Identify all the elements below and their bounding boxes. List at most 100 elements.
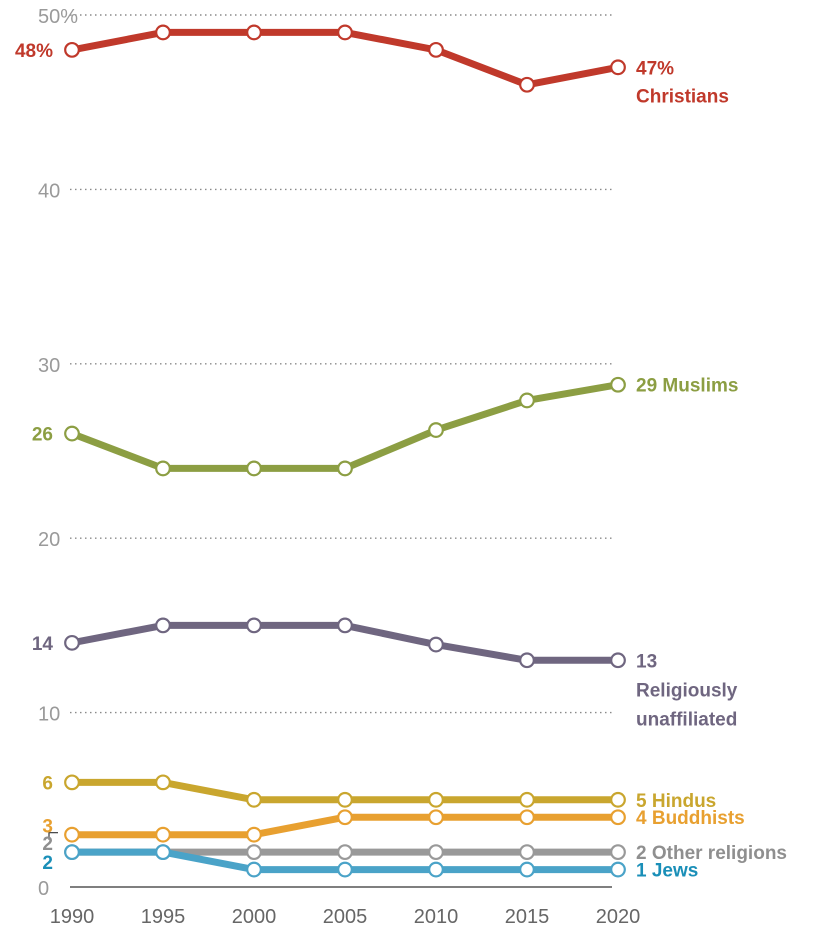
- data-point-christians-1995: [155, 24, 171, 41]
- data-point-hindus-2000: [246, 791, 262, 808]
- x-tick-label-1995: 1995: [141, 906, 186, 926]
- y-tick-label-40: 40: [38, 180, 60, 202]
- y-tick-label-10: 10: [38, 704, 60, 726]
- data-point-buddhists-2010: [428, 809, 444, 826]
- series-muslims: [64, 376, 626, 477]
- data-point-jews-2010: [428, 861, 444, 878]
- x-tick-label-2020: 2020: [596, 906, 641, 926]
- end-value-label-christians: 47%: [636, 58, 674, 79]
- end-value-label-hindus: 5: [636, 791, 652, 812]
- end-name-label-jews: Jews: [652, 861, 698, 882]
- end-label-hindus: 5 Hindus: [636, 791, 716, 812]
- data-point-muslims-2015: [519, 392, 535, 409]
- data-point-religiously-unaffiliated-2000: [246, 617, 262, 634]
- series-hindus: [64, 774, 626, 808]
- data-point-other-religions-2005: [337, 844, 353, 861]
- series-line-muslims: [68, 381, 622, 472]
- end-label-other-religions: 2 Other religions: [636, 843, 787, 864]
- series-religiously-unaffiliated: [64, 617, 626, 669]
- x-tick-label-2005: 2005: [323, 906, 368, 926]
- data-point-jews-1995: [155, 844, 171, 861]
- data-point-muslims-2005: [337, 460, 353, 477]
- x-tick-label-2015: 2015: [505, 906, 550, 926]
- start-label-hindus: 6: [42, 773, 53, 794]
- end-name-label-hindus: Hindus: [652, 791, 716, 812]
- data-point-muslims-2010: [428, 422, 444, 438]
- data-point-buddhists-1995: [155, 826, 171, 843]
- data-point-jews-1990: [64, 844, 80, 861]
- end-value-label-jews: 1: [636, 861, 652, 882]
- data-point-religiously-unaffiliated-2010: [428, 636, 444, 653]
- other-religions-label-leader: [48, 832, 58, 840]
- x-tick-label-2000: 2000: [232, 906, 277, 926]
- data-point-hindus-1995: [155, 774, 171, 791]
- end-value-label-other-religions: 2: [636, 843, 652, 864]
- end-name-label-religiously-unaffiliated: Religiously: [636, 680, 738, 701]
- series-buddhists: [64, 809, 626, 843]
- data-point-christians-2000: [246, 24, 262, 41]
- y-tick-label-30: 30: [38, 355, 60, 377]
- data-point-hindus-1990: [64, 774, 80, 791]
- end-label-muslims: 29 Muslims: [636, 376, 738, 397]
- series-jews: [64, 844, 626, 878]
- data-point-religiously-unaffiliated-2005: [337, 617, 353, 634]
- start-label-muslims: 26: [32, 425, 53, 446]
- data-point-hindus-2020: [610, 791, 626, 808]
- gridlines: [70, 14, 612, 714]
- data-point-other-religions-2000: [246, 844, 262, 861]
- data-point-muslims-2000: [246, 460, 262, 477]
- end-name-label-christians: Christians: [636, 86, 729, 107]
- data-point-other-religions-2015: [519, 844, 535, 861]
- y-axis-tick-labels: 0 10 20 30 40 50%: [38, 6, 78, 900]
- series-lines: [64, 24, 626, 878]
- start-label-religiously-unaffiliated: 14: [32, 634, 54, 655]
- data-point-other-religions-2010: [428, 844, 444, 861]
- data-point-christians-2015: [519, 76, 535, 93]
- end-name-label-2-religiously-unaffiliated: unaffiliated: [636, 709, 737, 730]
- x-axis-tick-labels: 1990 1995 2000 2005 2010 2015 2020: [50, 906, 641, 926]
- data-point-jews-2015: [519, 861, 535, 878]
- start-label-christians: 48%: [15, 41, 53, 62]
- data-point-hindus-2015: [519, 791, 535, 808]
- end-name-label-other-religions: Other religions: [652, 843, 787, 864]
- data-point-christians-2010: [428, 41, 444, 58]
- end-label-buddhists: 4 Buddhists: [636, 808, 745, 829]
- data-point-muslims-1990: [64, 425, 80, 442]
- data-point-religiously-unaffiliated-1990: [64, 634, 80, 651]
- end-value-label-muslims: 29: [636, 376, 662, 397]
- data-point-christians-2005: [337, 24, 353, 41]
- end-value-label-buddhists: 4: [636, 808, 652, 829]
- y-tick-label-0: 0: [38, 878, 49, 900]
- end-name-label-muslims: Muslims: [662, 376, 738, 397]
- y-tick-label-20: 20: [38, 529, 60, 551]
- data-point-jews-2005: [337, 861, 353, 878]
- end-name-label-buddhists: Buddhists: [652, 808, 745, 829]
- end-value-label-religiously-unaffiliated: 13: [636, 651, 657, 672]
- data-point-religiously-unaffiliated-1995: [155, 617, 171, 634]
- data-point-buddhists-1990: [64, 826, 80, 843]
- data-point-buddhists-2000: [246, 826, 262, 843]
- data-point-muslims-1995: [155, 460, 171, 477]
- data-point-jews-2000: [246, 861, 262, 878]
- data-point-buddhists-2015: [519, 809, 535, 826]
- start-label-buddhists: 3: [42, 817, 53, 838]
- x-tick-label-2010: 2010: [414, 906, 459, 926]
- data-point-religiously-unaffiliated-2015: [519, 652, 535, 669]
- data-point-hindus-2005: [337, 791, 353, 808]
- data-point-religiously-unaffiliated-2020: [610, 652, 626, 669]
- data-point-muslims-2020: [610, 376, 626, 393]
- data-point-buddhists-2005: [337, 809, 353, 826]
- series-christians: [64, 24, 626, 93]
- start-label-jews: 2: [42, 853, 53, 874]
- y-tick-label-50: 50%: [38, 6, 78, 28]
- data-point-other-religions-2020: [610, 844, 626, 861]
- data-point-christians-2020: [610, 59, 626, 76]
- data-point-buddhists-2020: [610, 809, 626, 826]
- data-point-hindus-2010: [428, 791, 444, 808]
- data-point-christians-1990: [64, 41, 80, 58]
- start-label-other-religions: 2: [42, 834, 53, 855]
- end-label-jews: 1 Jews: [636, 861, 698, 882]
- data-point-jews-2020: [610, 861, 626, 878]
